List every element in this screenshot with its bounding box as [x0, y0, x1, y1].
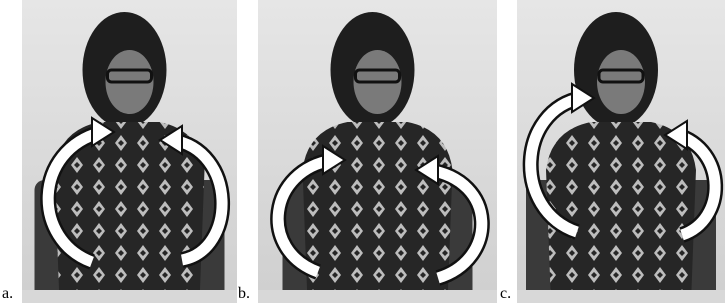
figure: a. b. c. — [0, 0, 725, 303]
dress — [546, 122, 696, 303]
table-edge — [258, 290, 497, 303]
photo-panel — [517, 0, 725, 303]
photo-panel — [258, 0, 497, 303]
page: {"panels": [{"label": "a."}, {"label": "… — [0, 0, 725, 303]
photo-panel — [22, 0, 237, 303]
table-edge — [517, 290, 725, 303]
table-edge — [22, 290, 237, 303]
panel-label: c. — [500, 285, 511, 302]
panel-label: b. — [238, 285, 250, 302]
panel-label: a. — [2, 285, 13, 302]
